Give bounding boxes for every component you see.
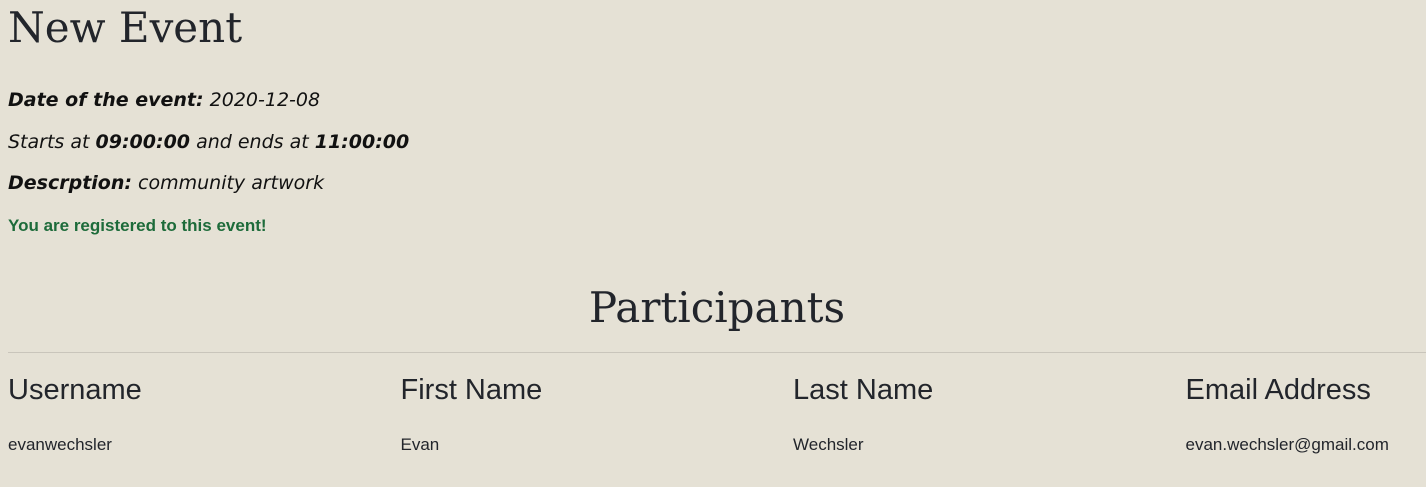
- participants-heading: Participants: [588, 283, 846, 332]
- event-ends-middle: and ends at: [196, 131, 309, 153]
- participants-table: Username First Name Last Name Email Addr…: [8, 370, 1426, 456]
- event-time: Starts at 09:00:00 and ends at 11:00:00: [8, 130, 409, 154]
- event-date-value: 2020-12-08: [209, 89, 321, 111]
- event-description-label: Descrption:: [8, 172, 132, 194]
- participant-last-name: Wechsler: [793, 435, 864, 454]
- event-starts-prefix: Starts at: [8, 131, 90, 153]
- event-start-time: 09:00:00: [95, 131, 191, 153]
- section-divider: [8, 352, 1426, 353]
- event-date: Date of the event: 2020-12-08: [8, 88, 320, 112]
- participant-first-name: Evan: [400, 435, 440, 454]
- table-row: evanwechsler Evan Wechsler evan.wechsler…: [8, 434, 1426, 456]
- column-header-last-name: Last Name: [793, 374, 934, 406]
- page-title: New Event: [8, 3, 243, 52]
- registration-status-message: You are registered to this event!: [8, 216, 267, 235]
- column-header-username: Username: [8, 374, 142, 406]
- event-date-label: Date of the event:: [8, 89, 204, 111]
- event-end-time: 11:00:00: [314, 131, 410, 153]
- event-description: Descrption: community artwork: [8, 171, 324, 195]
- participant-email: evan.wechsler@gmail.com: [1185, 435, 1389, 454]
- event-description-value: community artwork: [138, 172, 325, 194]
- column-header-first-name: First Name: [400, 374, 543, 406]
- column-header-email: Email Address: [1185, 374, 1371, 406]
- table-header-row: Username First Name Last Name Email Addr…: [8, 370, 1426, 410]
- participant-username: evanwechsler: [8, 435, 112, 454]
